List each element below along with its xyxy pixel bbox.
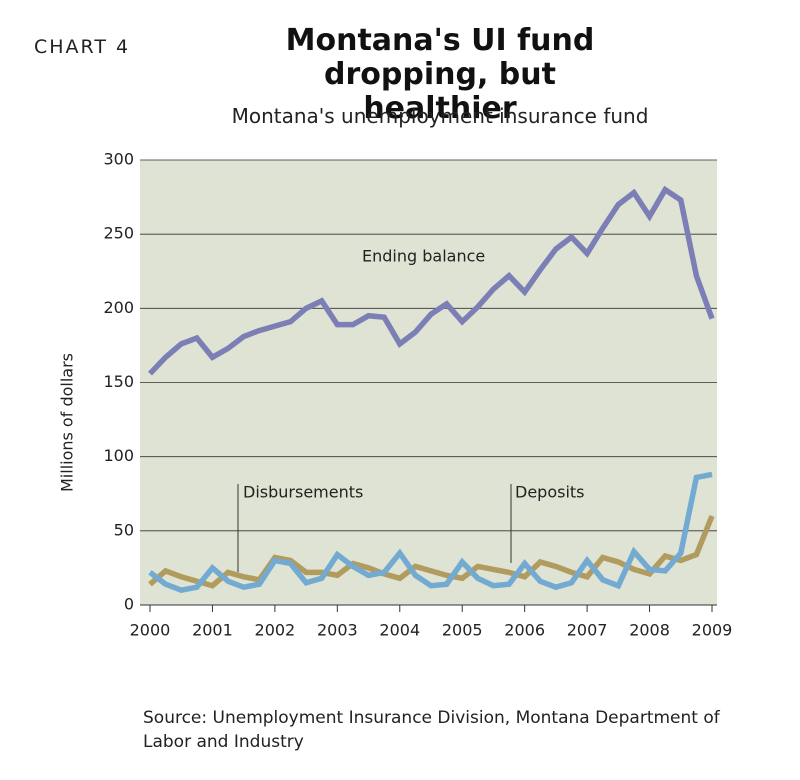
series-line (148, 185, 715, 376)
y-tick-label: 150 (103, 372, 134, 391)
chart-label: CHART 4 (34, 36, 131, 58)
chart-subtitle: Montana's unemployment insurance fund (231, 104, 649, 128)
x-tick-label: 2006 (504, 621, 545, 640)
y-axis-label: Millions of dollars (58, 353, 77, 492)
y-tick-label: 50 (114, 520, 134, 539)
y-tick-label: 100 (103, 446, 134, 465)
series-line (148, 471, 713, 594)
y-tick-label: 0 (124, 595, 134, 614)
y-tick-label: 300 (103, 150, 134, 169)
series-label: Disbursements (243, 483, 363, 502)
x-tick-label: 2000 (130, 621, 171, 640)
x-tick-label: 2002 (255, 621, 296, 640)
x-tick-label: 2007 (567, 621, 608, 640)
chart-title: Montana's UI fund dropping, but healthie… (285, 23, 595, 126)
y-tick-label: 250 (103, 224, 134, 243)
x-tick-label: 2001 (192, 621, 233, 640)
x-tick-label: 2003 (317, 621, 358, 640)
y-tick-label: 200 (103, 298, 134, 317)
x-tick-label: 2009 (692, 621, 733, 640)
series-label: Ending balance (362, 247, 485, 266)
series-line (148, 514, 715, 589)
x-tick-label: 2004 (379, 621, 420, 640)
x-tick-label: 2008 (629, 621, 670, 640)
series-label: Deposits (515, 483, 585, 502)
x-tick-label: 2005 (442, 621, 483, 640)
source-note: Source: Unemployment Insurance Division,… (143, 708, 720, 752)
